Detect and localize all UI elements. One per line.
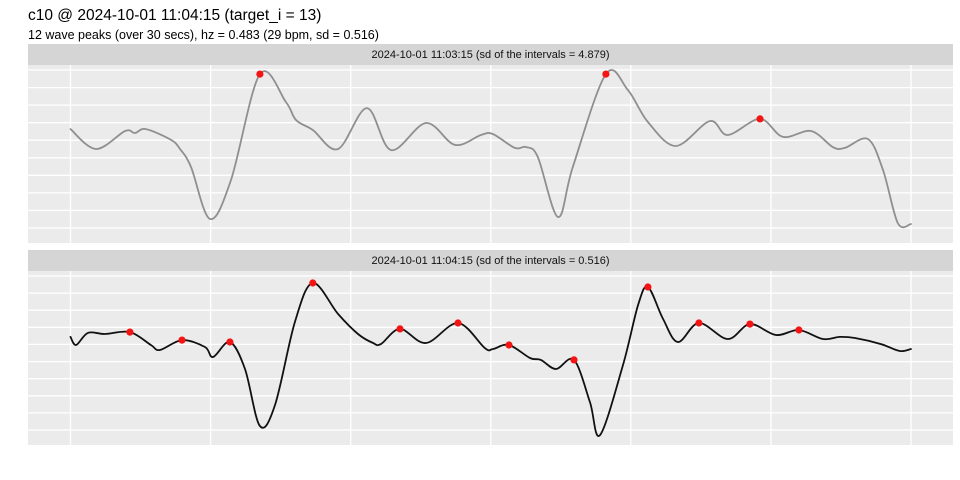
faceted-line-plot: c10 @ 2024-10-01 11:04:15 (target_i = 13…	[28, 0, 953, 480]
line-chart-bottom	[28, 271, 953, 445]
facet-panel-top	[28, 65, 953, 243]
facet-strip-top-label: 2024-10-01 11:03:15 (sd of the intervals…	[371, 48, 610, 61]
page-title: c10 @ 2024-10-01 11:04:15 (target_i = 13…	[28, 7, 322, 24]
facet-strip-bottom-label: 2024-10-01 11:04:15 (sd of the intervals…	[371, 254, 610, 267]
facet-panel-bottom	[28, 271, 953, 445]
facet-strip-bottom: 2024-10-01 11:04:15 (sd of the intervals…	[28, 250, 953, 271]
page-subtitle: 12 wave peaks (over 30 secs), hz = 0.483…	[28, 28, 379, 42]
line-chart-top	[28, 65, 953, 243]
facet-strip-top: 2024-10-01 11:03:15 (sd of the intervals…	[28, 44, 953, 65]
